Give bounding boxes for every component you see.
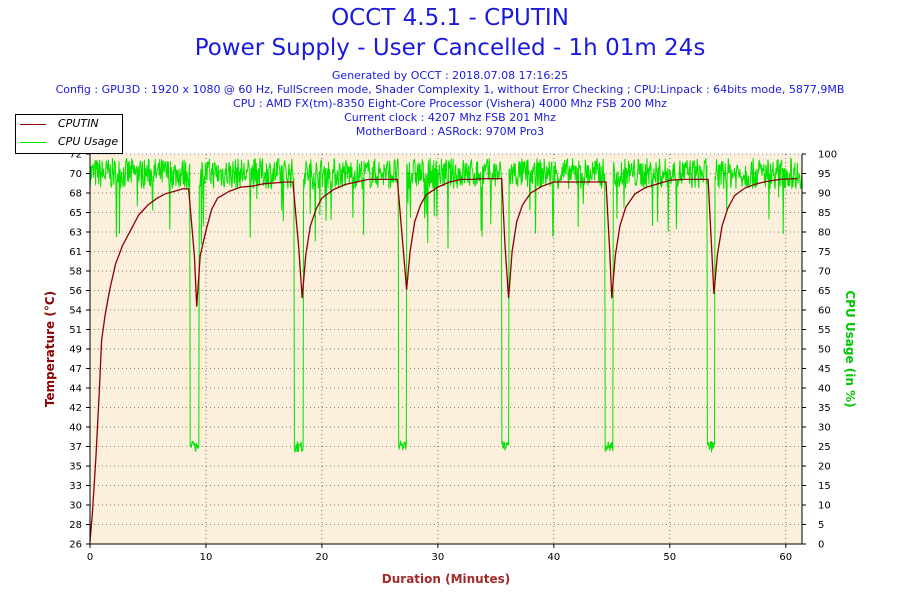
y-right-tick-label: 30 <box>818 423 831 434</box>
x-tick-label: 10 <box>200 552 213 563</box>
y-left-tick-label: 35 <box>69 462 82 473</box>
y-right-tick-label: 70 <box>818 267 831 278</box>
y-right-tick-label: 65 <box>818 286 831 297</box>
y-right-tick-label: 45 <box>818 364 831 375</box>
y-right-tick-label: 60 <box>818 306 831 317</box>
y-left-tick-label: 58 <box>69 267 82 278</box>
y-right-tick-label: 95 <box>818 169 831 180</box>
y-left-tick-label: 33 <box>69 481 82 492</box>
y-right-tick-label: 20 <box>818 462 831 473</box>
y-right-tick-label: 10 <box>818 501 831 512</box>
y-left-tick-label: 28 <box>69 520 82 531</box>
cpu-info: CPU : AMD FX(tm)-8350 Eight-Core Process… <box>233 97 667 110</box>
y-left-tick-label: 47 <box>69 364 82 375</box>
y-left-tick-label: 26 <box>69 540 82 551</box>
y-right-tick-label: 25 <box>818 442 831 453</box>
y-right-tick-label: 75 <box>818 247 831 258</box>
y-left-tick-label: 44 <box>69 384 82 395</box>
y-left-tick-label: 40 <box>69 423 82 434</box>
y-right-tick-label: 40 <box>818 384 831 395</box>
series-cpu-usage <box>89 156 803 453</box>
chart-title: OCCT 4.5.1 - CPUTIN <box>331 5 569 31</box>
y-right-tick-label: 35 <box>818 403 831 414</box>
x-tick-label: 40 <box>547 552 560 563</box>
y-left-tick-label: 49 <box>69 345 82 356</box>
x-tick-label: 60 <box>779 552 792 563</box>
clock-info: Current clock : 4207 Mhz FSB 201 Mhz <box>344 111 556 124</box>
y-left-tick-label: 68 <box>69 189 82 200</box>
y-left-tick-label: 37 <box>69 442 82 453</box>
y-left-tick-label: 56 <box>69 286 82 297</box>
y-right-tick-label: 50 <box>818 345 831 356</box>
x-tick-label: 30 <box>432 552 445 563</box>
generated-info: Generated by OCCT : 2018.07.08 17:16:25 <box>331 69 569 82</box>
y-left-tick-label: 72 <box>69 150 82 161</box>
legend-label-cpu-usage: CPU Usage <box>58 135 119 148</box>
y-axis-label-left: Temperature (°C) <box>43 291 57 407</box>
y-right-tick-label: 55 <box>818 325 831 336</box>
y-right-tick-label: 5 <box>818 520 824 531</box>
y-left-tick-label: 54 <box>69 306 82 317</box>
y-right-tick-label: 15 <box>818 481 831 492</box>
y-left-ticks: 26 28 30 33 35 37 40 42 44 47 49 51 54 56 58 61 63 65 68 70… <box>69 150 90 551</box>
y-left-tick-label: 65 <box>69 208 82 219</box>
y-left-tick-label: 63 <box>69 228 82 239</box>
chart-subtitle: Power Supply - User Cancelled - 1h 01m 2… <box>194 35 706 61</box>
y-right-tick-label: 90 <box>818 189 831 200</box>
y-left-tick-label: 70 <box>69 169 82 180</box>
y-left-tick-label: 51 <box>69 325 82 336</box>
y-right-ticks: 0 5 10 15 20 25 30 35 40 45 50 55 60 65 70 75 80 85 90 95 10… <box>802 150 837 551</box>
legend-swatch-cpu-usage <box>20 142 46 143</box>
y-left-tick-label: 61 <box>69 247 82 258</box>
y-left-tick-label: 30 <box>69 501 82 512</box>
x-ticks: 0 10 20 30 40 50 60 <box>87 544 792 563</box>
y-right-tick-label: 85 <box>818 208 831 219</box>
y-right-tick-label: 80 <box>818 228 831 239</box>
y-axis-label-right: CPU Usage (in %) <box>843 290 857 407</box>
config-info: Config : GPU3D : 1920 x 1080 @ 60 Hz, Fu… <box>55 83 845 96</box>
x-tick-label: 0 <box>87 552 93 563</box>
series-cputin <box>89 177 798 542</box>
x-tick-label: 20 <box>316 552 329 563</box>
x-tick-label: 50 <box>663 552 676 563</box>
y-right-tick-label: 100 <box>818 150 837 161</box>
motherboard-info: MotherBoard : ASRock: 970M Pro3 <box>355 125 545 138</box>
legend-label-cputin: CPUTIN <box>58 117 99 130</box>
x-axis-label: Duration (Minutes) <box>382 572 510 586</box>
y-left-tick-label: 42 <box>69 403 82 414</box>
y-right-tick-label: 0 <box>818 540 824 551</box>
chart-legend: CPUTIN CPU Usage <box>15 114 123 154</box>
legend-swatch-cputin <box>20 124 46 125</box>
